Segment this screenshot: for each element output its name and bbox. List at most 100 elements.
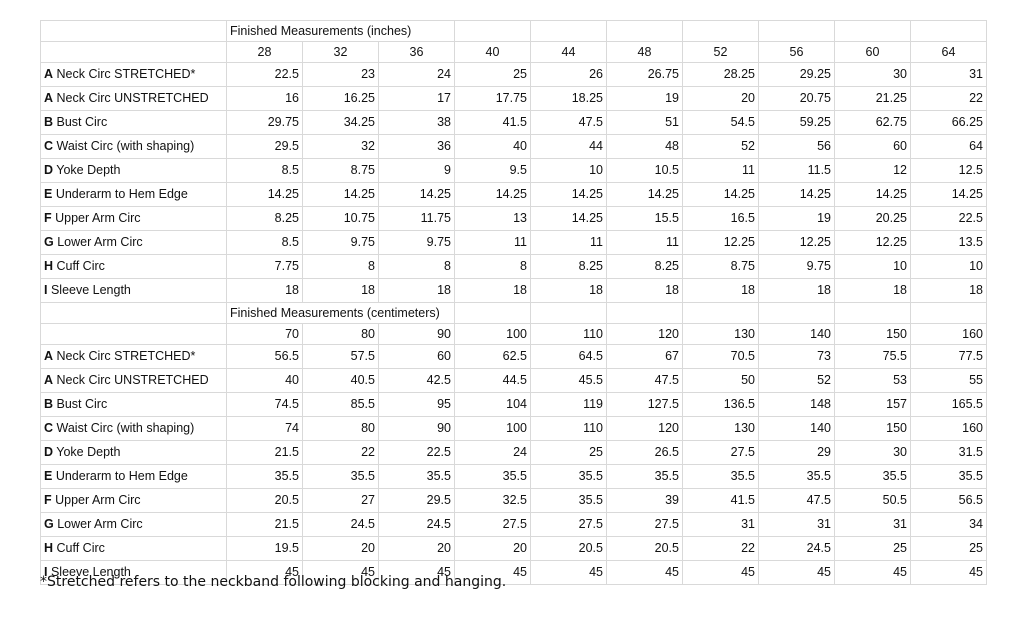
- table-cell: 85.5: [302, 392, 379, 417]
- table-cell: 8.25: [226, 206, 303, 231]
- table-cell: 48: [606, 134, 683, 159]
- measurement-label: D Yoke Depth: [40, 158, 227, 183]
- measurement-letter: G: [44, 517, 54, 531]
- table-cell: 12.25: [682, 230, 759, 255]
- table-cell: 35.5: [302, 464, 379, 489]
- table-cell: 56.5: [226, 344, 303, 369]
- table-cell: 24.5: [378, 512, 455, 537]
- table-cell: 127.5: [606, 392, 683, 417]
- table-cell: 31.5: [910, 440, 987, 465]
- table-cell: 39: [606, 488, 683, 513]
- table-cell: 31: [910, 62, 987, 87]
- table-cell: 27.5: [530, 512, 607, 537]
- table-cell: 14.25: [606, 182, 683, 207]
- measurements-table: Finished Measurements (inches) 28 32 36 40 44…: [40, 20, 987, 585]
- table-cell: 18: [378, 278, 455, 303]
- measurement-label: A Neck Circ STRETCHED*: [40, 62, 227, 87]
- table-cell: 10: [834, 254, 911, 279]
- blank-cell: [40, 323, 227, 345]
- size-header: 56: [758, 41, 835, 63]
- table-cell: 40.5: [302, 368, 379, 393]
- table-cell: 10: [530, 158, 607, 183]
- table-cell: 31: [758, 512, 835, 537]
- table-cell: 31: [682, 512, 759, 537]
- measurement-name: Neck Circ UNSTRETCHED: [53, 91, 209, 105]
- table-row: C Waist Circ (with shaping) 74 80 90 100 110 1…: [40, 416, 987, 441]
- table-cell: 24.5: [302, 512, 379, 537]
- blank-cell: [834, 302, 911, 324]
- section-title: Finished Measurements (centimeters): [226, 302, 455, 324]
- table-cell: 22: [910, 86, 987, 111]
- table-cell: 13: [454, 206, 531, 231]
- table-cell: 32: [302, 134, 379, 159]
- measurement-letter: B: [44, 397, 54, 411]
- section-title-row: Finished Measurements (centimeters): [40, 302, 987, 324]
- table-cell: 100: [454, 416, 531, 441]
- measurement-name: Upper Arm Circ: [51, 211, 141, 225]
- table-cell: 45: [454, 560, 531, 585]
- measurement-name: Waist Circ (with shaping): [53, 139, 195, 153]
- table-cell: 130: [682, 416, 759, 441]
- table-cell: 18: [910, 278, 987, 303]
- table-cell: 18.25: [530, 86, 607, 111]
- table-cell: 42.5: [378, 368, 455, 393]
- measurement-name: Neck Circ STRETCHED*: [53, 349, 196, 363]
- table-cell: 60: [834, 134, 911, 159]
- size-header: 110: [530, 323, 607, 345]
- blank-cell: [530, 302, 607, 324]
- table-cell: 12.25: [834, 230, 911, 255]
- measurement-label: A Neck Circ UNSTRETCHED: [40, 86, 227, 111]
- table-cell: 11.75: [378, 206, 455, 231]
- table-cell: 95: [378, 392, 455, 417]
- table-cell: 35.5: [606, 464, 683, 489]
- table-cell: 11: [454, 230, 531, 255]
- size-header-row: 28 32 36 40 44 48 52 56 60 64: [40, 41, 987, 63]
- table-cell: 148: [758, 392, 835, 417]
- table-cell: 104: [454, 392, 531, 417]
- section-title: Finished Measurements (inches): [226, 20, 455, 42]
- table-cell: 15.5: [606, 206, 683, 231]
- blank-cell: [606, 20, 683, 42]
- table-cell: 40: [454, 134, 531, 159]
- table-cell: 30: [834, 440, 911, 465]
- size-header: 36: [378, 41, 455, 63]
- table-cell: 29.25: [758, 62, 835, 87]
- footnote: *Stretched refers to the neckband follow…: [40, 574, 507, 590]
- table-cell: 73: [758, 344, 835, 369]
- table-cell: 25: [530, 440, 607, 465]
- blank-cell: [682, 20, 759, 42]
- table-cell: 26.5: [606, 440, 683, 465]
- table-cell: 12.5: [910, 158, 987, 183]
- table-cell: 160: [910, 416, 987, 441]
- table-cell: 35.5: [378, 464, 455, 489]
- blank-cell: [834, 20, 911, 42]
- table-cell: 10.75: [302, 206, 379, 231]
- table-cell: 11: [606, 230, 683, 255]
- table-cell: 45: [758, 560, 835, 585]
- table-row: A Neck Circ UNSTRETCHED 16 16.25 17 17.75 18.…: [40, 86, 987, 111]
- table-cell: 157: [834, 392, 911, 417]
- table-cell: 14.25: [682, 182, 759, 207]
- table-row: E Underarm to Hem Edge 35.5 35.5 35.5 35.5 35…: [40, 464, 987, 489]
- table-cell: 150: [834, 416, 911, 441]
- measurement-label: B Bust Circ: [40, 110, 227, 135]
- size-header: 70: [226, 323, 303, 345]
- blank-cell: [606, 302, 683, 324]
- table-cell: 136.5: [682, 392, 759, 417]
- measurement-name: Bust Circ: [53, 397, 108, 411]
- measurement-letter: C: [44, 139, 54, 153]
- table-cell: 11: [530, 230, 607, 255]
- table-row: C Waist Circ (with shaping) 29.5 32 36 40 44 4…: [40, 134, 987, 159]
- table-cell: 23: [302, 62, 379, 87]
- table-row: B Bust Circ 74.5 85.5 95 104 119 127.5 136.5 148…: [40, 392, 987, 417]
- size-header: 100: [454, 323, 531, 345]
- table-cell: 47.5: [758, 488, 835, 513]
- measurement-label: G Lower Arm Circ: [40, 230, 227, 255]
- table-cell: 20: [682, 86, 759, 111]
- measurement-label: B Bust Circ: [40, 392, 227, 417]
- table-cell: 54.5: [682, 110, 759, 135]
- table-cell: 25: [910, 536, 987, 561]
- table-cell: 26.75: [606, 62, 683, 87]
- table-cell: 22.5: [378, 440, 455, 465]
- table-cell: 8.5: [226, 230, 303, 255]
